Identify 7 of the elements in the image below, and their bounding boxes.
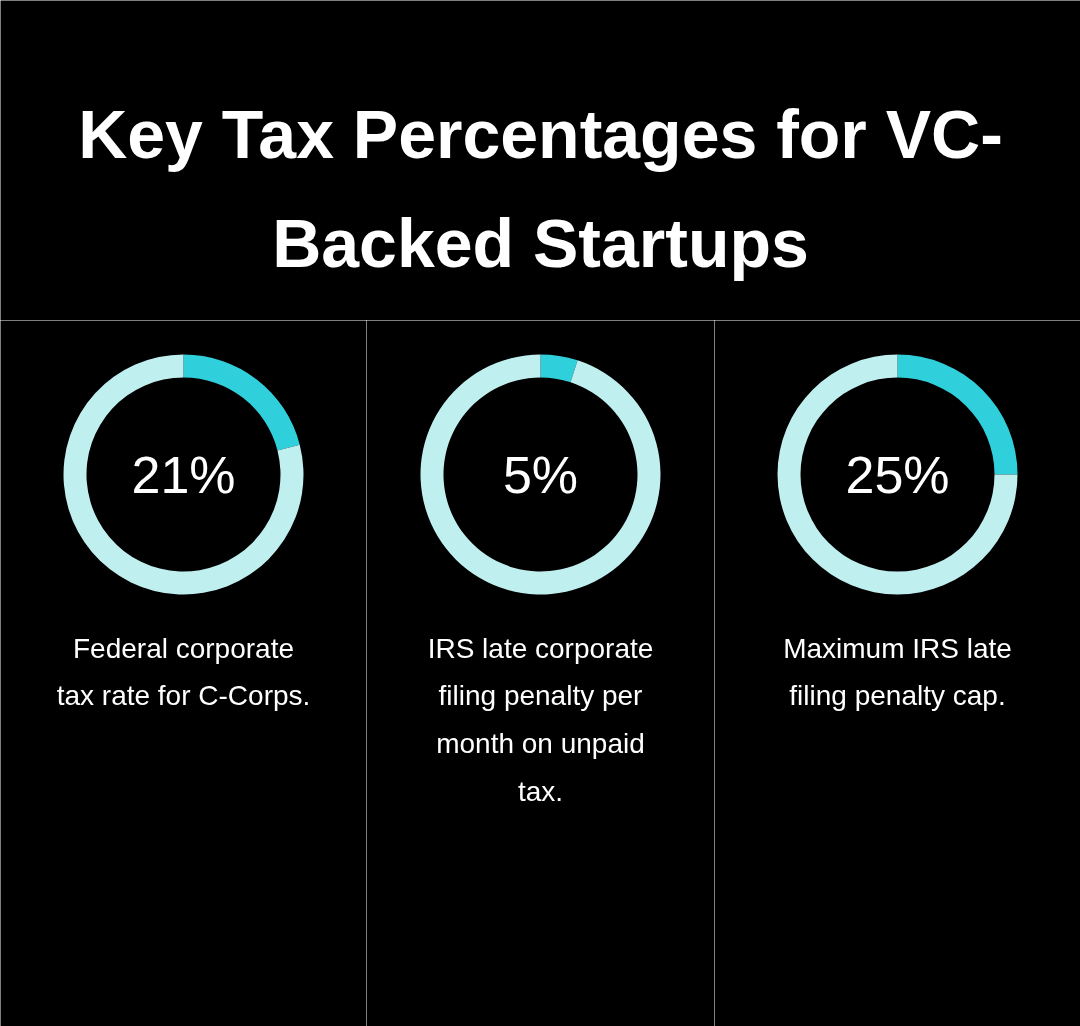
- data-label: 21%: [131, 445, 236, 504]
- text: Maximum IRS late filing penalty cap.: [783, 632, 1012, 712]
- text: Key Tax Percentages for VC-Backed Startups: [78, 96, 1003, 281]
- data-label: 5%: [502, 445, 579, 504]
- text: IRS late corporate filing penalty per month on unpaid tax.: [427, 632, 654, 807]
- data-label: 25%: [845, 445, 950, 504]
- text: Federal corporate tax rate for C-Corps.: [56, 632, 311, 712]
